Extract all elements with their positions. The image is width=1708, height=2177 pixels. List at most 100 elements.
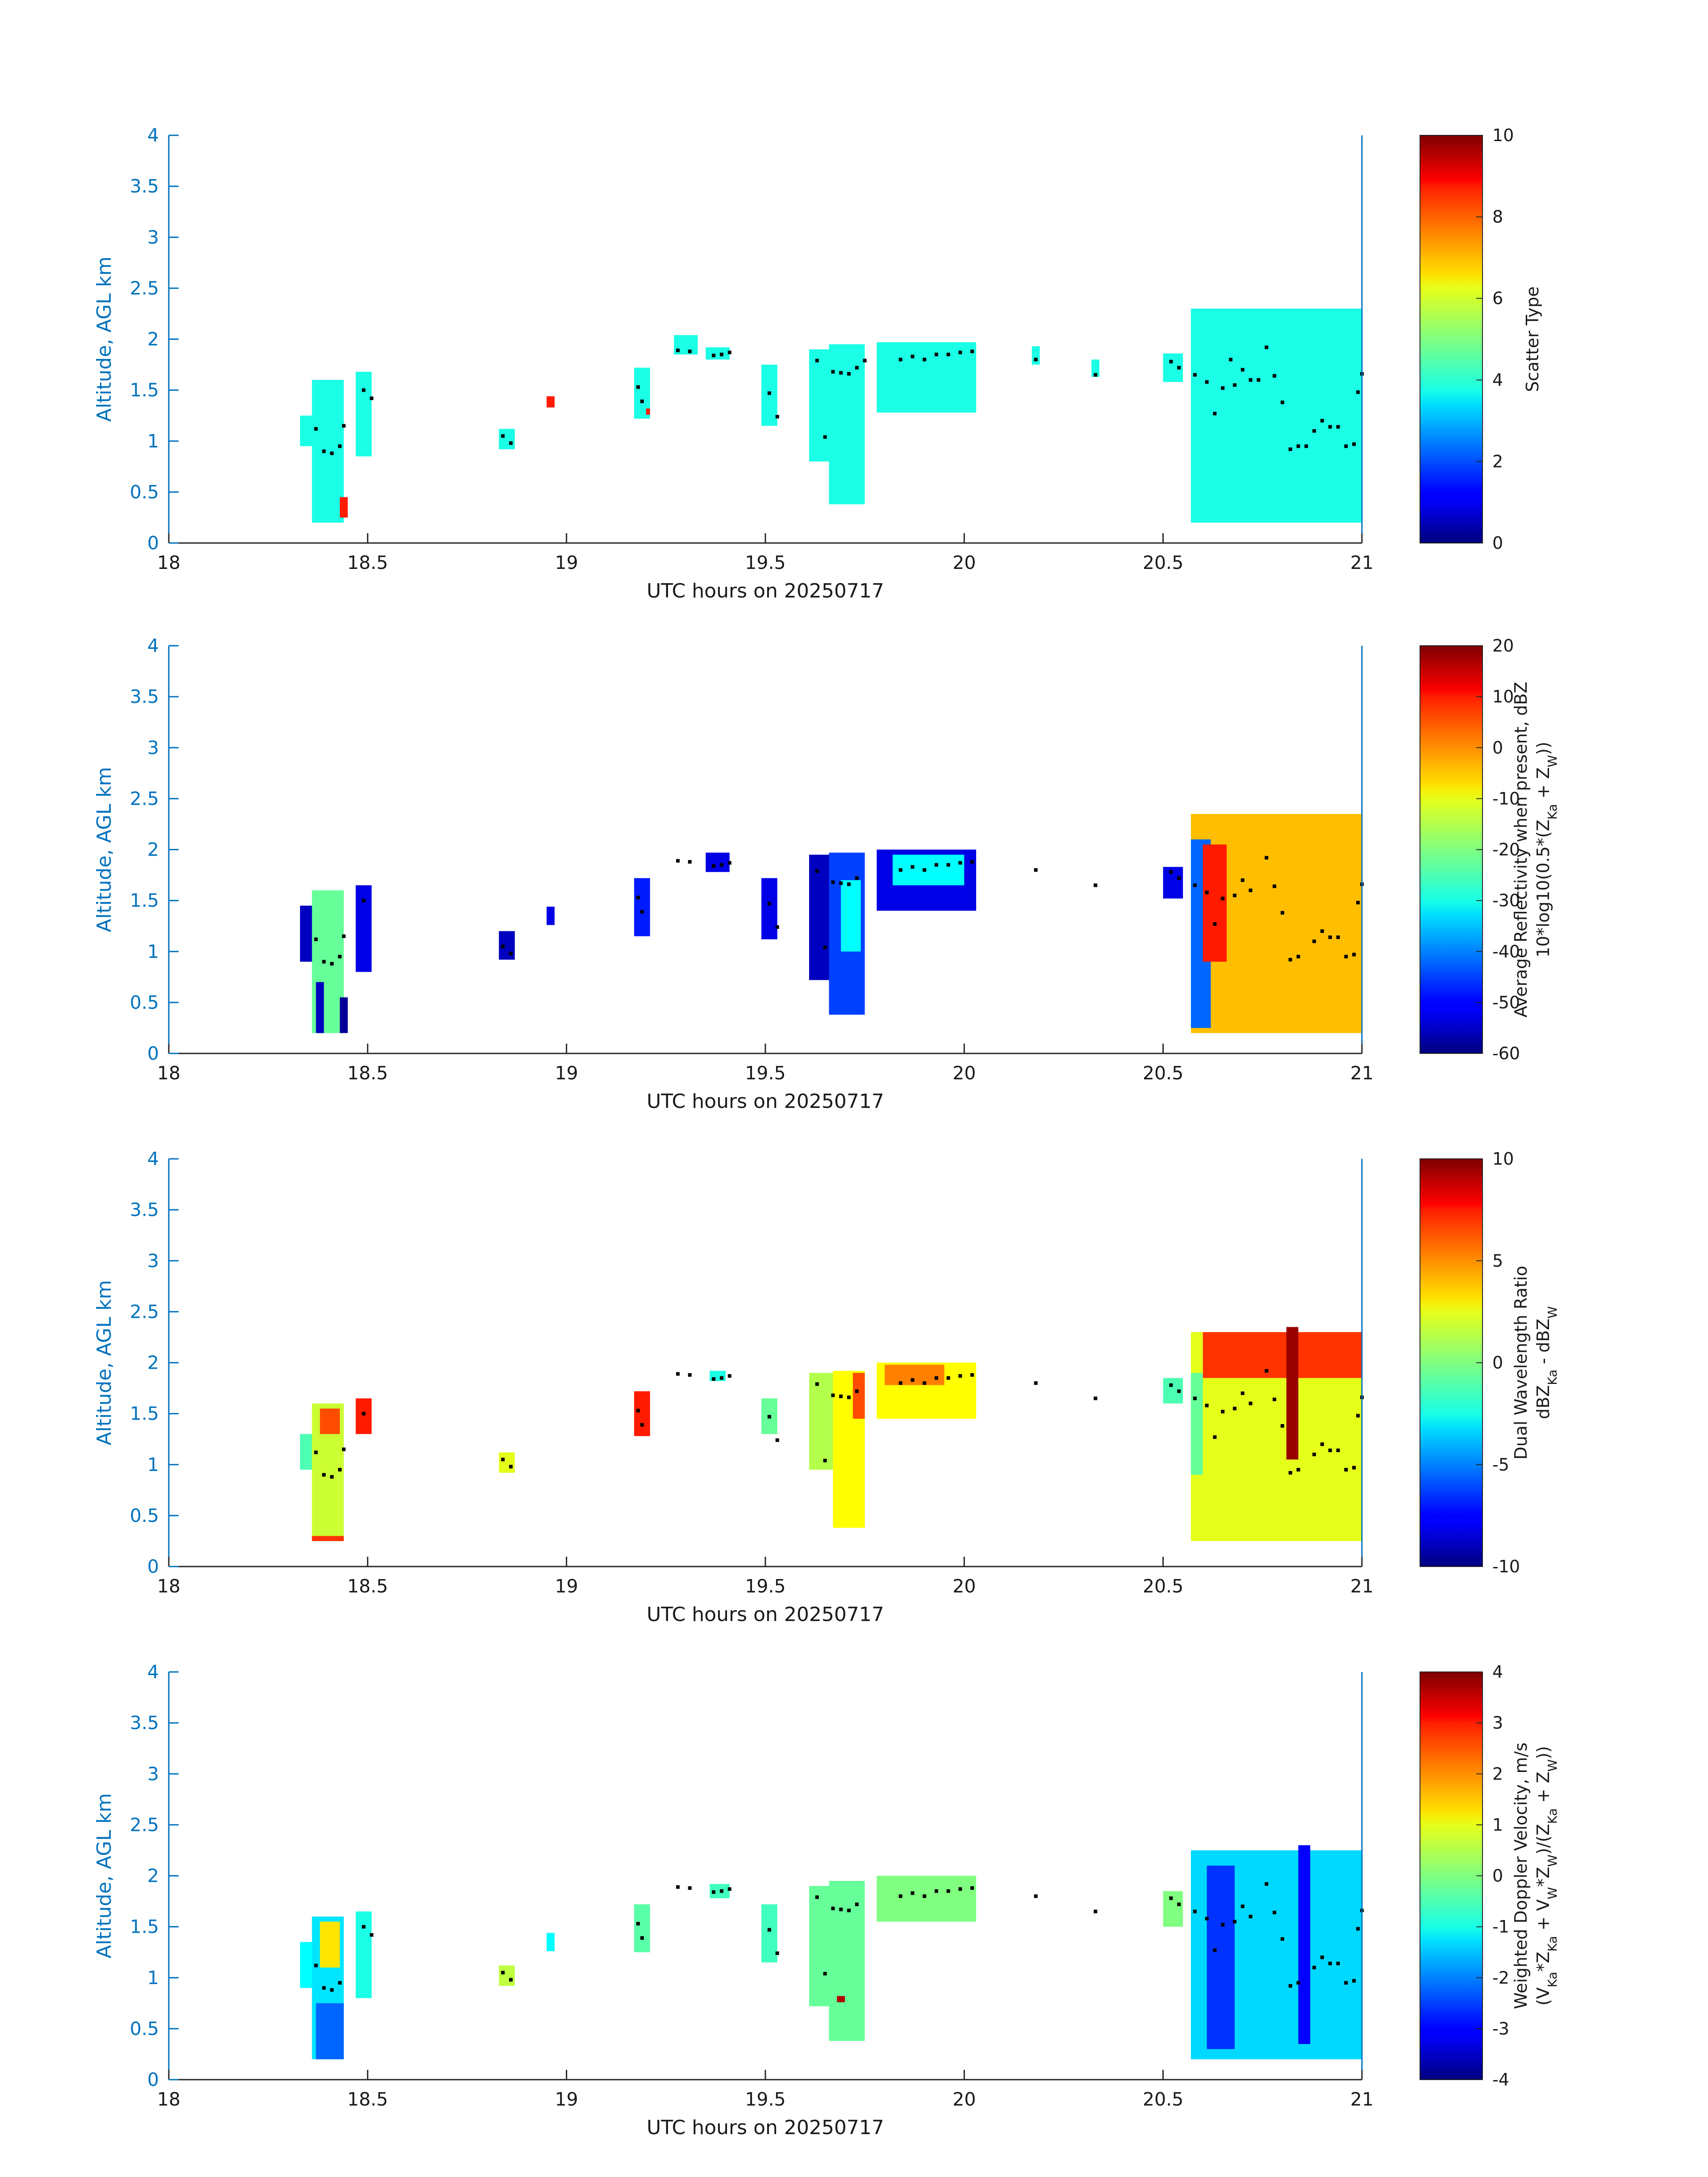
marker-point-13 [688,349,692,353]
marker-point-2 [322,1473,326,1477]
marker-point-11 [676,1885,680,1889]
y-tick-label: 0.5 [130,2018,159,2039]
colorbar-tick-label: 4 [1492,1662,1503,1682]
marker-point-51 [1344,1468,1348,1472]
marker-point-8 [509,952,513,956]
marker-point-13 [712,1890,716,1894]
marker-point-15 [727,861,731,865]
y-axis-title: Altitude, AGL km [93,256,116,422]
heatmap-cell-4 [339,997,348,1033]
y-tick-label: 1 [147,1454,159,1475]
heatmap-cell-8 [646,408,650,415]
marker-point-1 [314,1450,318,1454]
marker-point-42 [1232,383,1236,387]
colorbar-tick-label: -5 [1492,1455,1509,1475]
heatmap-cell-13 [837,1996,845,2002]
panel-1: 18 18.5 19 19.5 20 20.5 2100.511.522.533.54UTC… [93,125,1542,602]
marker-point-52 [1312,429,1316,433]
x-tick-label: 19.5 [745,2089,785,2110]
marker-point-58 [1356,390,1360,394]
marker-point-6 [362,1412,366,1416]
marker-point-11 [640,399,644,403]
marker-point-46 [1296,1468,1300,1472]
colorbar-tick-label: -50 [1492,993,1520,1012]
heatmap-cell-5 [355,1911,372,1998]
marker-point-12 [688,1886,692,1890]
colorbar-tick-label: -3 [1492,2019,1509,2039]
x-tick-label: 18 [157,1062,180,1084]
heatmap-cell-15 [1031,346,1040,365]
plot-area [169,646,1362,1053]
x-tick-label: 18.5 [347,552,388,573]
marker-point-35 [1193,1396,1197,1400]
marker-point-13 [712,864,716,868]
marker-point-29 [958,861,962,865]
marker-point-1 [314,937,318,941]
marker-point-11 [676,1372,680,1376]
x-tick-label: 18.5 [347,1062,388,1084]
marker-point-33 [1169,1383,1173,1387]
marker-point-35 [1193,1910,1197,1914]
heatmap-cell-13 [829,344,865,505]
marker-point-5 [342,424,346,428]
colorbar-tick-label: 4 [1492,370,1503,390]
marker-point-12 [688,1373,692,1377]
marker-points [314,1369,1364,1479]
y-tick-label: 0 [147,532,159,554]
colorbar-tick-label: 10 [1492,1149,1514,1169]
plot-area [169,1672,1362,2080]
x-tick-label: 20 [952,552,976,573]
colorbar-subtitle: dBZKa - dBZW [1533,1306,1560,1419]
marker-point-34 [1094,373,1098,377]
marker-point-44 [1249,378,1253,382]
y-tick-label: 0.5 [130,481,159,503]
marker-point-27 [910,355,915,359]
marker-point-18 [815,1382,819,1386]
marker-point-49 [1288,447,1292,451]
marker-point-25 [910,865,915,869]
marker-point-20 [831,1906,835,1910]
marker-point-35 [1193,883,1197,887]
marker-point-51 [1344,955,1348,959]
marker-point-4 [338,1468,342,1472]
heatmap-cell-4 [355,372,372,456]
x-tick-label: 18 [157,2089,180,2110]
x-tick-label: 21 [1350,552,1374,573]
colorbar-title: Average Reflectivity when present, dBZ [1511,682,1531,1018]
marker-point-16 [767,1415,771,1419]
marker-point-37 [1193,373,1197,377]
y-tick-label: 2.5 [130,1301,159,1322]
x-tick-label: 21 [1350,1062,1374,1084]
plot-area [169,135,1362,543]
marker-point-48 [1280,401,1284,405]
marker-point-40 [1240,1904,1244,1908]
marker-point-27 [934,1889,938,1893]
marker-point-53 [1356,1414,1360,1418]
marker-point-42 [1265,1369,1269,1373]
y-tick-label: 2.5 [130,1814,159,1835]
marker-point-29 [934,352,938,356]
heatmap-cell-18 [1298,1845,1311,2044]
marker-point-8 [501,434,505,438]
marker-point-8 [509,1978,513,1982]
marker-point-22 [847,1396,851,1400]
marker-point-30 [946,352,950,356]
heatmap-cell-4 [312,1536,344,1541]
x-tick-label: 20.5 [1143,1062,1183,1084]
marker-point-33 [1034,358,1038,362]
marker-point-16 [727,351,731,355]
x-axis-title: UTC hours on 20250717 [647,2116,884,2139]
marker-point-23 [855,1389,859,1393]
marker-point-5 [362,1925,366,1929]
marker-point-14 [720,1889,724,1893]
marker-point-36 [1205,1404,1209,1408]
heatmap-cell-6 [499,1452,515,1473]
heatmap-cells [300,309,1362,523]
marker-point-3 [330,962,334,966]
marker-point-4 [338,444,342,448]
colorbar-tick-label: 3 [1492,1713,1503,1733]
y-tick-label: 2 [147,839,159,861]
marker-point-42 [1265,1882,1269,1886]
marker-point-17 [775,1951,779,1955]
marker-point-22 [839,371,843,375]
